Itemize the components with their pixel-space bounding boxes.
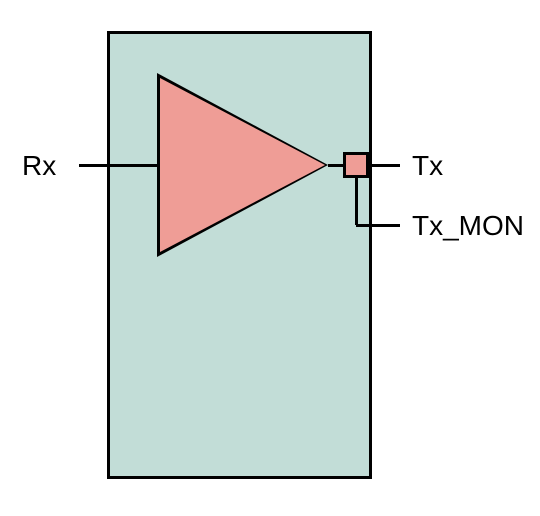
wire-tx-output [369, 164, 400, 167]
wire-amp-to-coupler [328, 164, 343, 167]
label-tx-mon: Tx_MON [412, 210, 524, 242]
wire-tx-mon-horizontal [356, 224, 400, 227]
label-rx: Rx [22, 150, 56, 182]
label-tx: Tx [412, 150, 443, 182]
diagram-canvas: Rx Tx Tx_MON [0, 0, 540, 516]
wire-tx-mon-vertical [355, 178, 358, 225]
amplifier-symbol [160, 78, 325, 252]
wire-rx-input [79, 164, 157, 167]
coupler-box [343, 152, 369, 178]
